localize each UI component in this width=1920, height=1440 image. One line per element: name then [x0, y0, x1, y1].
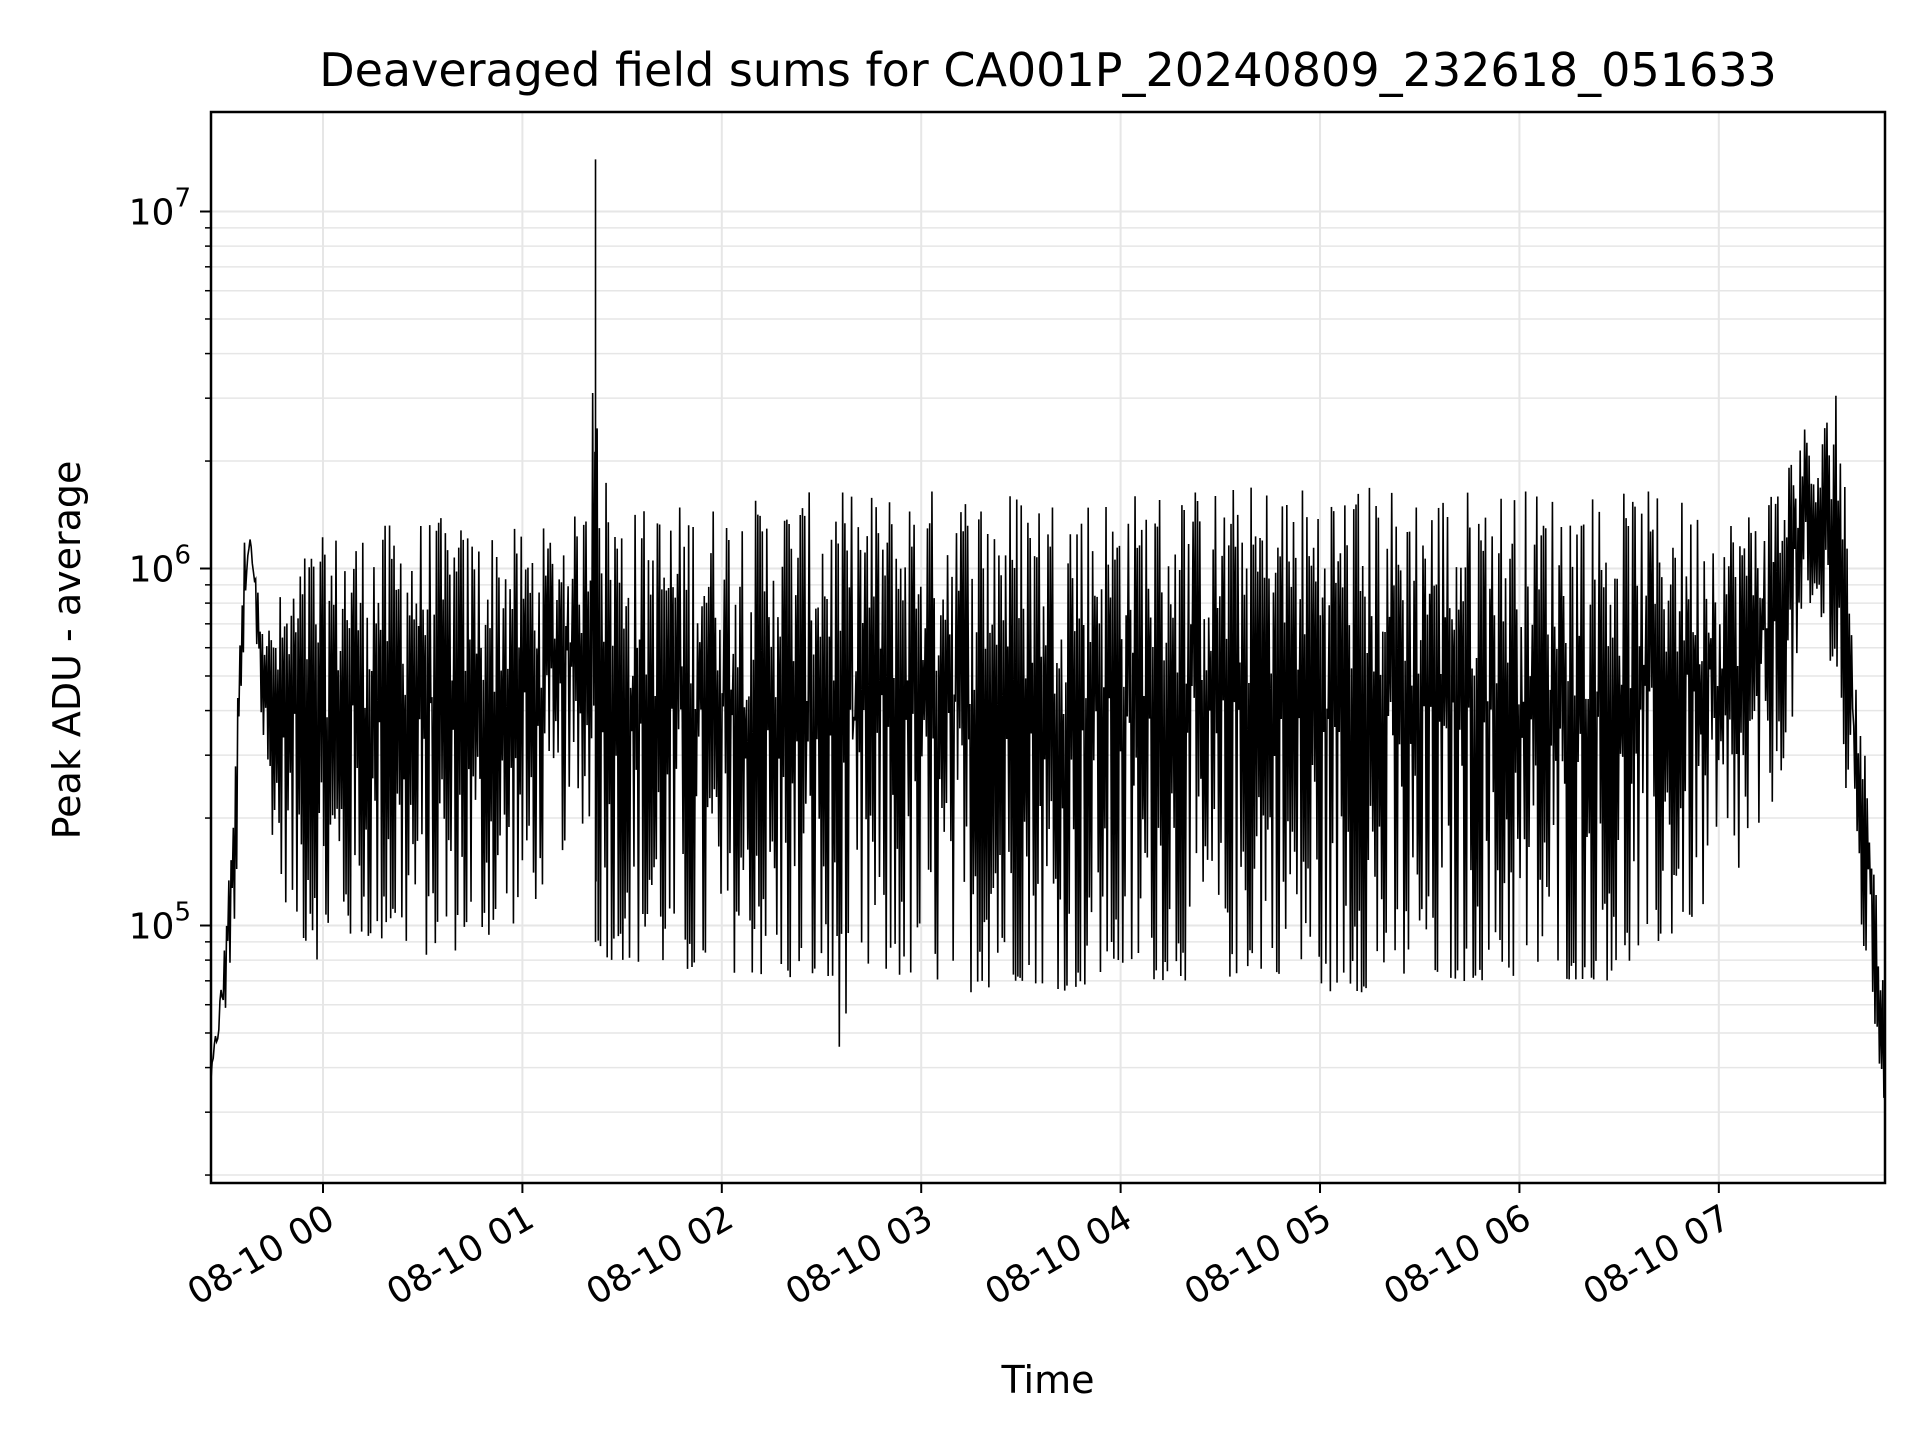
x-axis-label: Time: [1001, 1358, 1095, 1402]
y-tick-exponent: 6: [174, 541, 191, 571]
y-tick-label: 106: [129, 541, 191, 591]
series-line: [210, 159, 1886, 1098]
y-tick-base: 10: [129, 193, 175, 234]
y-tick-base: 10: [129, 550, 175, 591]
y-tick-base: 10: [129, 907, 175, 948]
y-tick-label: 105: [129, 898, 191, 948]
y-tick-exponent: 7: [174, 184, 191, 214]
y-axis-label: Peak ADU - average: [45, 461, 89, 840]
chart-title: Deaveraged field sums for CA001P_2024080…: [319, 43, 1777, 97]
y-tick-label: 107: [129, 184, 191, 234]
y-tick-exponent: 5: [174, 898, 191, 928]
series-layer: [210, 159, 1886, 1098]
